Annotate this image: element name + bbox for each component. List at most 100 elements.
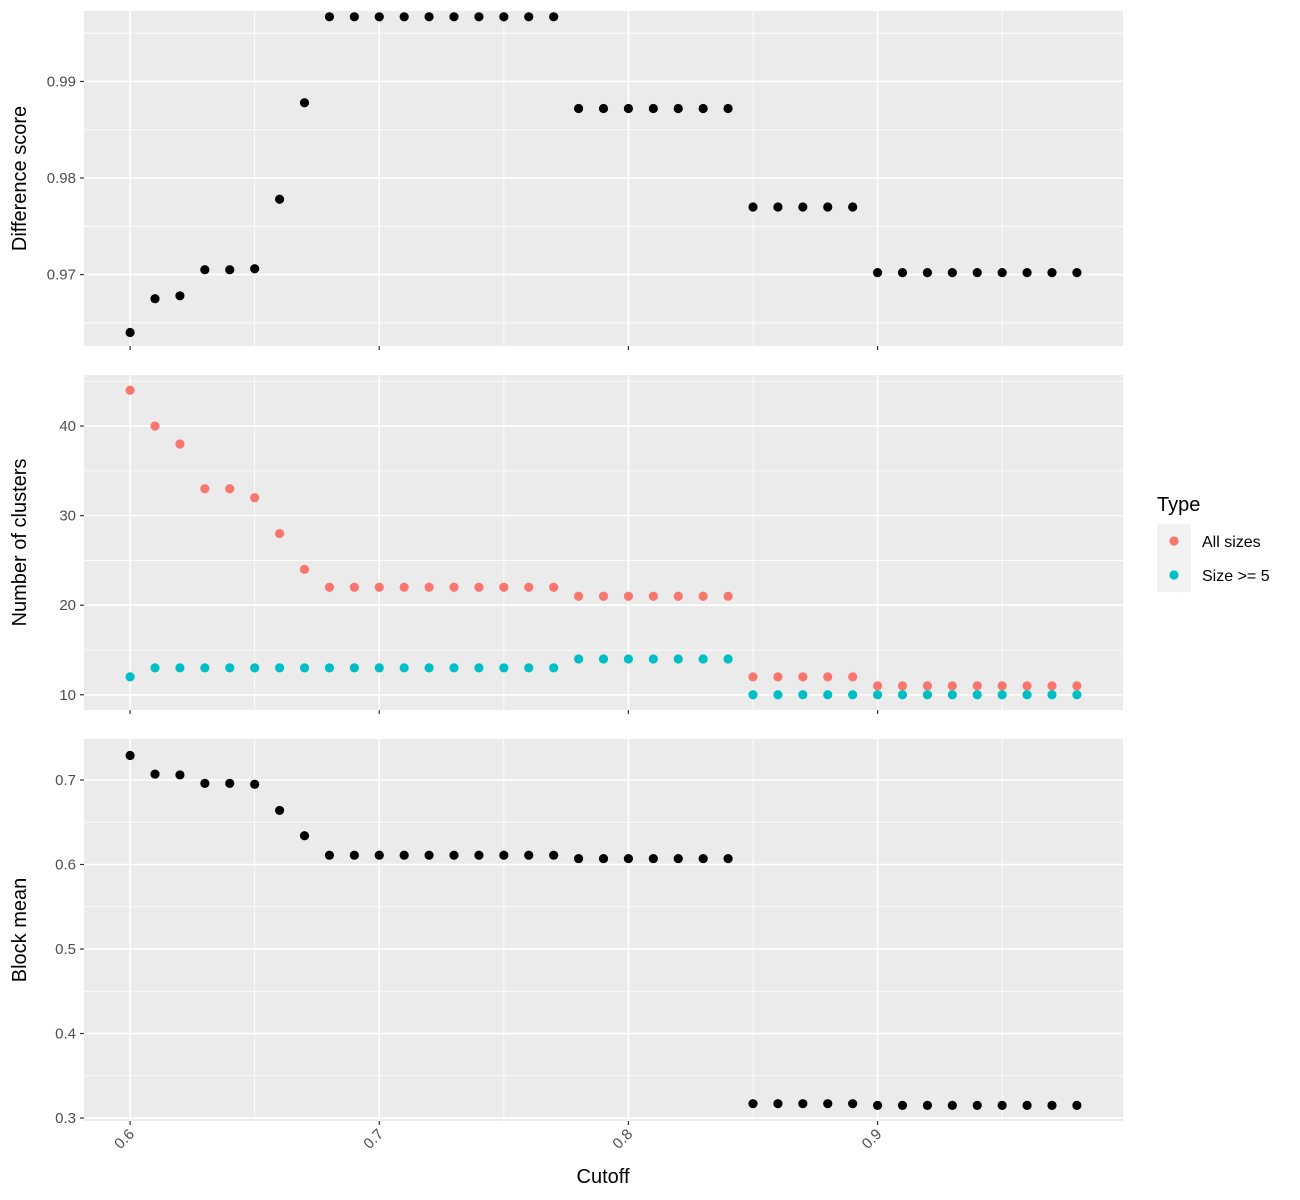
data-point [250,264,260,274]
data-point [399,582,409,592]
y-tick-label: 0.99 [47,73,76,90]
data-point [449,850,459,860]
data-point [200,484,210,494]
data-point [349,582,359,592]
data-point [997,681,1007,691]
data-point [499,582,509,592]
data-point [274,194,285,204]
data-point [823,690,833,700]
data-point [798,202,808,212]
data-point [997,268,1007,278]
data-point [175,439,185,449]
data-point [872,1100,883,1110]
data-point [648,591,658,601]
data-point [623,103,634,114]
data-point [424,12,434,22]
data-point [225,663,235,673]
data-point [798,690,808,700]
data-point [499,12,509,22]
data-point [623,654,634,664]
data-point [723,103,733,114]
data-point [723,853,733,864]
data-point [499,663,509,673]
data-point [150,769,160,779]
data-point [374,12,384,22]
data-point [175,770,185,780]
data-point [872,690,883,700]
data-point [225,778,235,788]
data-point [1022,1100,1032,1110]
data-point [922,690,933,700]
data-point [947,690,957,700]
data-point [972,681,982,691]
data-point [1047,681,1057,691]
data-point [623,853,634,864]
data-point [449,12,459,22]
data-point [823,672,833,682]
data-point [549,663,559,673]
data-point [200,663,210,673]
panel-background [84,739,1123,1121]
data-point [897,268,908,278]
data-point [598,654,609,664]
data-point [922,268,933,278]
data-point [474,663,484,673]
y-tick-label: 0.7 [55,772,76,789]
data-point [922,1100,933,1110]
data-point [349,850,359,860]
legend-key-all-sizes [1169,536,1179,546]
legend: Type All sizes Size >= 5 [1157,494,1270,592]
data-point [922,681,933,691]
legend-label-all-sizes: All sizes [1202,534,1261,551]
data-point [598,591,609,601]
data-point [424,663,434,673]
data-point [598,853,609,864]
data-point [573,103,584,114]
data-point [1072,1100,1082,1110]
data-point [549,12,559,22]
data-point [474,850,484,860]
data-point [474,12,484,22]
data-point [399,850,409,860]
series-points [125,750,1082,1110]
data-point [150,421,160,431]
data-point [299,98,310,108]
data-point [748,672,758,682]
x-axis-title: Cutoff [577,1166,630,1188]
panel-1: 0.97 0.98 0.99 Difference score [9,11,1123,350]
data-point [1047,1100,1057,1110]
data-point [200,778,210,788]
y-axis-title: Block mean [9,878,31,983]
data-point [848,690,858,700]
data-point [200,265,210,275]
data-point [1072,268,1082,278]
data-point [748,1099,758,1109]
data-point [474,582,484,592]
data-point [299,831,310,841]
data-point [374,850,384,860]
data-point [175,291,185,301]
data-point [972,690,982,700]
data-point [798,1099,808,1109]
data-point [773,1099,783,1109]
data-point [524,12,534,22]
data-point [673,654,683,664]
data-point [573,591,584,601]
data-point [698,103,708,114]
x-tick-label: 0.6 [111,1126,138,1153]
data-point [673,853,683,864]
data-point [175,663,185,673]
data-point [399,12,409,22]
data-point [299,564,310,574]
data-point [449,582,459,592]
data-point [374,663,384,673]
data-point [848,202,858,212]
data-point [648,103,658,114]
data-point [125,385,135,395]
data-point [1022,268,1032,278]
panel-3: 0.3 0.4 0.5 0.6 0.7 Block mean [9,739,1123,1127]
panels-layer: 0.97 0.98 0.99 Difference score 10 20 30 40 Numb… [9,11,1123,1153]
data-point [748,690,758,700]
data-point [872,681,883,691]
data-point [648,654,658,664]
